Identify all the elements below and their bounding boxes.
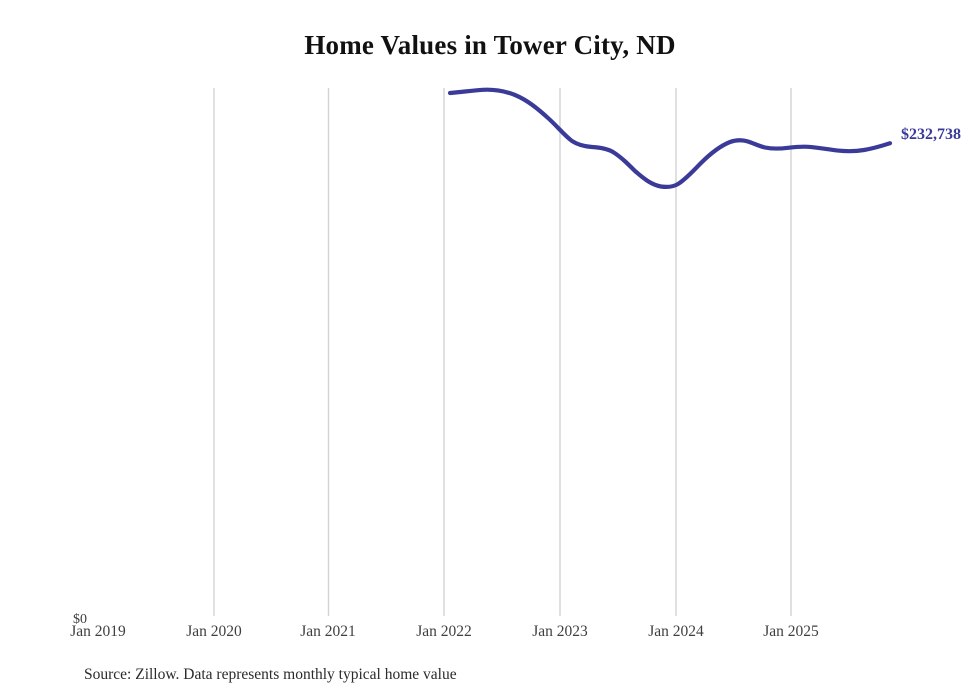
xtick-label-jan-2021: Jan 2021 (300, 623, 356, 640)
gridlines (213, 88, 792, 616)
endpoint-value-label: $232,738 (901, 126, 961, 143)
xtick-label-jan-2020: Jan 2020 (186, 623, 242, 640)
data-line-typical-home-value (447, 87, 893, 190)
chart-title: Home Values in Tower City, ND (304, 30, 676, 60)
xtick-label-jan-2025: Jan 2025 (763, 623, 819, 640)
ytick-label-zero: $0 (73, 612, 87, 627)
chart-source-footnote: Source: Zillow. Data represents monthly … (84, 666, 457, 683)
xtick-label-jan-2024: Jan 2024 (648, 623, 704, 640)
xtick-label-jan-2019: Jan 2019 (70, 623, 126, 640)
xtick-label-jan-2022: Jan 2022 (416, 623, 472, 640)
xtick-label-jan-2023: Jan 2023 (532, 623, 588, 640)
